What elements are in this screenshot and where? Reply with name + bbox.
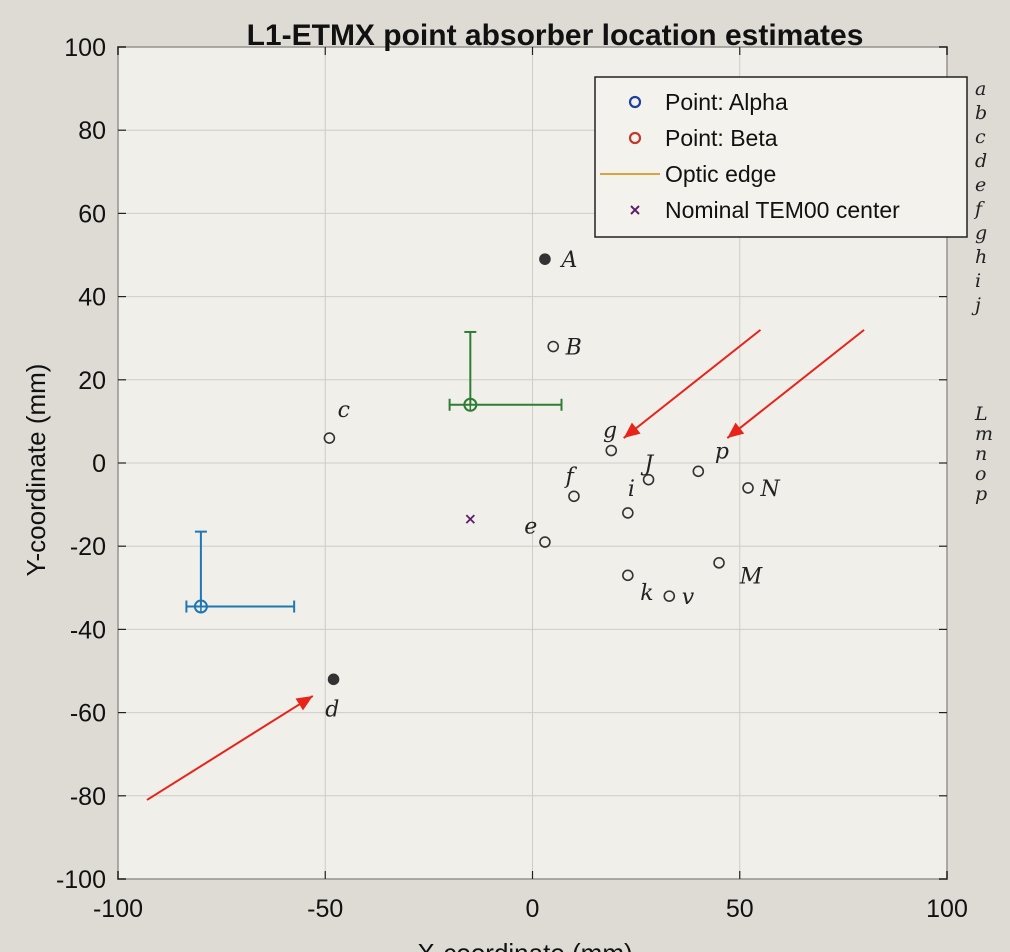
annotation-label: B — [565, 336, 582, 361]
annotation-mark — [663, 590, 676, 602]
y-tick-label: -20 — [70, 533, 106, 561]
x-axis-label: X-coordinate (mm) — [417, 938, 632, 952]
annotation-mark — [547, 340, 560, 353]
y-tick-label: -80 — [70, 783, 106, 811]
annotation-mark — [622, 569, 634, 582]
y-tick-label: -100 — [56, 866, 106, 894]
red-arrow-line — [146, 695, 314, 801]
side-letter: p — [975, 483, 987, 505]
side-letter: h — [975, 246, 987, 268]
legend-marker-circle — [628, 95, 642, 109]
red-arrow-head — [295, 695, 313, 711]
y-tick-label: -40 — [70, 616, 106, 644]
legend-marker-x — [630, 205, 640, 215]
annotation-mark — [642, 473, 655, 486]
annotation-mark — [539, 536, 551, 548]
annotation-mark — [622, 507, 634, 519]
y-tick-label: 60 — [78, 200, 106, 228]
annotation-label: p — [715, 440, 729, 465]
red-arrows — [146, 329, 865, 801]
legend-label: Point: Alpha — [665, 89, 788, 115]
annotation-mark — [742, 482, 754, 494]
y-tick-label: 0 — [92, 450, 106, 478]
tem00-center-marker — [465, 514, 475, 524]
annotation-label: c — [338, 398, 350, 423]
x-tick-label: -100 — [93, 895, 143, 923]
side-letter: j — [971, 294, 981, 316]
side-letter: n — [975, 443, 987, 465]
side-letter: d — [975, 150, 987, 172]
annotation-mark — [605, 444, 618, 457]
annotation-mark — [692, 465, 705, 478]
annotation-label: e — [524, 514, 537, 539]
legend-marker-circle — [628, 131, 642, 145]
annotation-label: N — [759, 477, 780, 502]
legend-label: Nominal TEM00 center — [665, 197, 900, 223]
side-letter: a — [975, 78, 986, 100]
annotation-label: M — [739, 564, 763, 589]
side-letter: m — [975, 423, 993, 445]
legend: Point: Alpha Point: Beta Optic edge Nominal… — [594, 76, 968, 238]
side-letter: c — [975, 126, 986, 148]
side-letter: o — [975, 463, 986, 485]
red-arrow-head — [623, 422, 641, 439]
annotation-label: k — [640, 581, 653, 606]
y-tick-label: 80 — [78, 117, 106, 145]
legend-label: Point: Beta — [665, 125, 778, 151]
annotation-mark — [568, 490, 580, 503]
red-arrow-line — [726, 329, 865, 439]
x-tick-label: 0 — [526, 895, 540, 923]
side-letter: L — [974, 403, 988, 425]
legend-box — [594, 76, 968, 238]
annotation-mark — [539, 253, 551, 265]
side-letter: e — [975, 174, 986, 196]
annotation-label: v — [682, 585, 695, 610]
x-tick-label: -50 — [307, 895, 343, 923]
red-arrow-line — [623, 329, 762, 439]
annotation-label: i — [628, 477, 635, 502]
side-letter: b — [975, 102, 987, 124]
red-arrow-head — [727, 422, 745, 439]
legend-label: Optic edge — [665, 161, 776, 187]
chart-title: L1-ETMX point absorber location estimate… — [247, 19, 864, 52]
annotation-label: A — [560, 248, 578, 273]
y-tick-label: 40 — [78, 284, 106, 312]
axis-ticks: -100 -50 0 50 100 -100 -80 -60 -40 -20 0 20 40 60 80 10… — [56, 34, 968, 923]
annotation-label: g — [603, 419, 617, 444]
side-letter: f — [973, 198, 985, 220]
y-axis-label: Y-coordinate (mm) — [21, 364, 51, 577]
x-tick-label: 50 — [726, 895, 754, 923]
y-tick-label: -60 — [70, 700, 106, 728]
side-letter: i — [975, 270, 981, 292]
annotation-label: J — [640, 452, 654, 477]
side-letter: g — [975, 222, 987, 244]
annotation-mark — [323, 432, 336, 444]
annotation-mark — [327, 673, 340, 686]
annotation-label: d — [325, 697, 339, 722]
data-series — [185, 330, 563, 614]
x-tick-label: 100 — [926, 895, 968, 923]
y-tick-label: 20 — [78, 367, 106, 395]
y-tick-label: 100 — [64, 34, 106, 62]
annotation-mark — [713, 557, 725, 569]
